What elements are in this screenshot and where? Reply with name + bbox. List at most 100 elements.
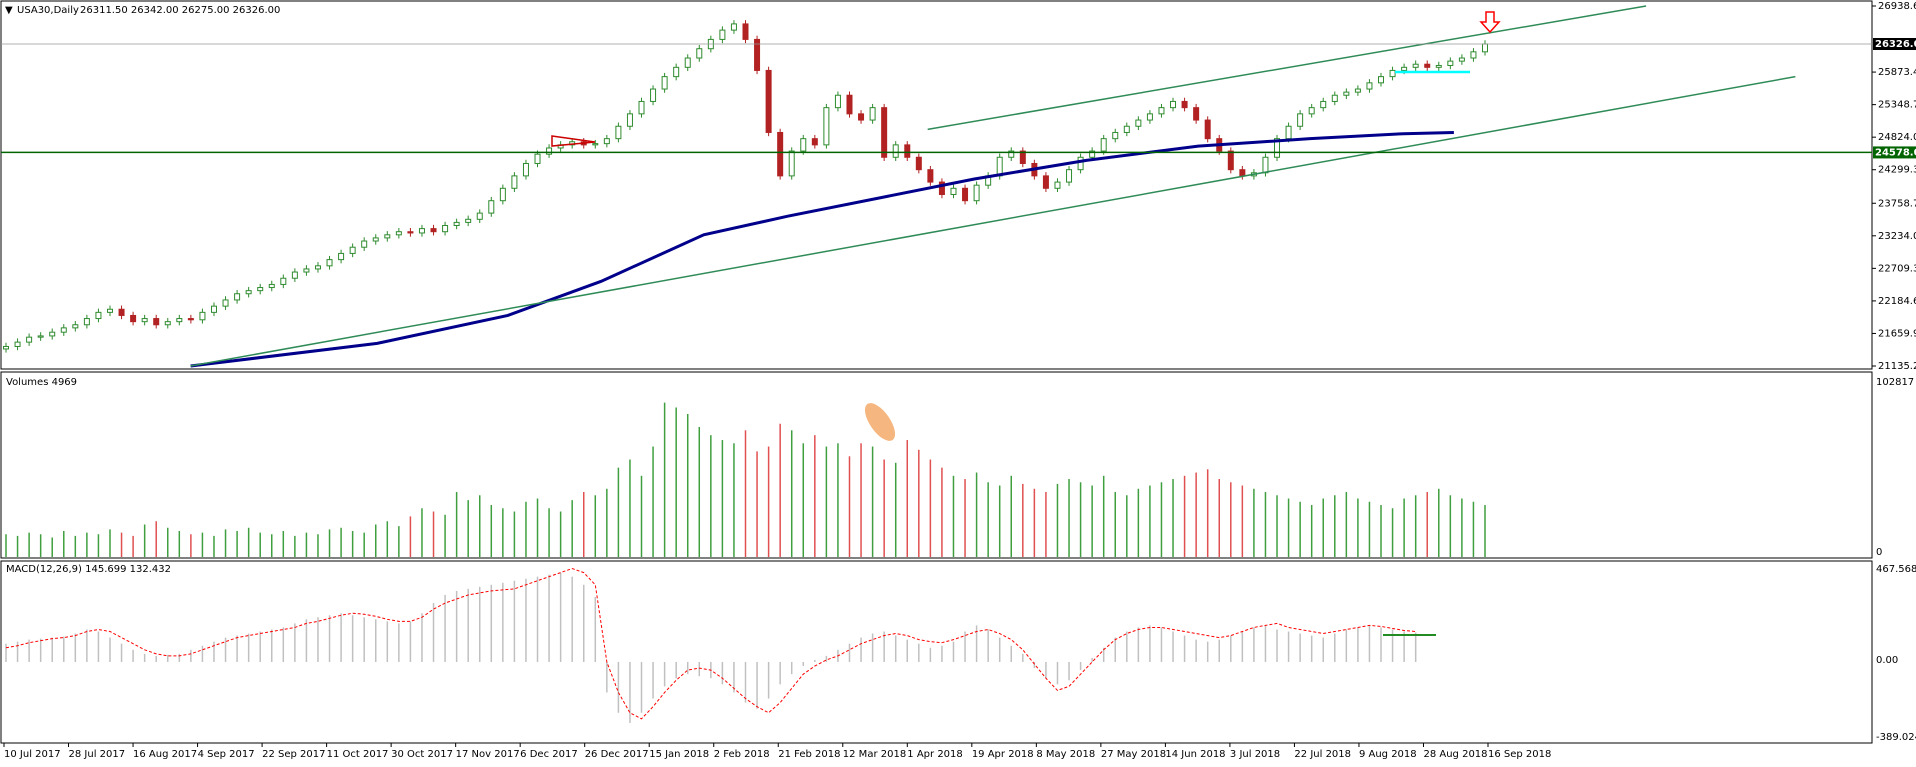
candle-body [592, 143, 599, 146]
candle-body [268, 283, 275, 289]
candle-body [488, 200, 495, 214]
candle-body [1366, 82, 1373, 90]
volume-axis-min: 0 [1876, 547, 1882, 558]
candle-body [823, 107, 830, 146]
price-tick-label: 21659.90 [1878, 328, 1916, 339]
candle-body [800, 138, 807, 152]
candle-body [141, 318, 148, 323]
date-tick-label: 22 Jul 2018 [1294, 749, 1351, 760]
ohlc-label: 26311.50 26342.00 26275.00 26326.00 [80, 5, 280, 16]
candle-body [1262, 156, 1269, 174]
date-tick-label: 16 Aug 2017 [133, 749, 197, 760]
candle-body [534, 153, 541, 164]
channel-lower-line[interactable] [190, 75, 1796, 367]
symbol-dropdown-icon[interactable]: ▼ [5, 5, 13, 16]
date-tick-label: 28 Jul 2017 [69, 749, 126, 760]
candle-body [788, 150, 795, 177]
candle-body [1447, 60, 1454, 66]
candle-body [49, 331, 56, 337]
price-tick-label: 24299.30 [1878, 165, 1916, 176]
candle-body [1054, 181, 1061, 189]
date-tick-label: 2 Feb 2018 [714, 749, 770, 760]
candle-body [1146, 113, 1153, 121]
down-arrow-icon [1479, 11, 1501, 34]
candle-body [1401, 66, 1408, 71]
candle-body [1470, 51, 1477, 59]
candle-body [164, 321, 171, 326]
candle-body [3, 345, 9, 350]
price-tick-label: 22184.60 [1878, 296, 1916, 307]
candle-body [846, 94, 853, 115]
candle-body [904, 144, 911, 158]
candle-body [754, 38, 761, 71]
candle-body [395, 231, 402, 236]
candle-body [1297, 113, 1304, 127]
candle-body [1389, 69, 1396, 78]
macd-panel-label: MACD(12,26,9) 145.699 132.432 [6, 564, 171, 575]
date-tick-label: 6 Dec 2017 [520, 749, 578, 760]
candle-body [1100, 138, 1107, 152]
candle-body [361, 240, 368, 248]
candle-body [858, 113, 865, 121]
candle-body [257, 287, 264, 292]
date-tick-label: 14 Jun 2018 [1165, 749, 1225, 760]
price-tick-label: 22709.30 [1878, 263, 1916, 274]
candle-body [742, 23, 749, 40]
candle-body [777, 131, 784, 177]
candle-body [465, 218, 472, 223]
candle-body [1181, 100, 1188, 109]
candle-body [499, 187, 506, 202]
candle-body [1435, 64, 1442, 68]
candle-body [696, 48, 703, 59]
price-panel-frame [0, 0, 1873, 370]
candle-body [199, 311, 206, 321]
candle-body [130, 314, 137, 323]
candle-body [176, 318, 183, 323]
candle-body [892, 144, 899, 158]
candle-body [60, 327, 67, 333]
date-tick-label: 27 May 2018 [1101, 749, 1166, 760]
candle-body [1458, 57, 1465, 62]
candle-body [106, 308, 113, 313]
triangle-annotation[interactable] [551, 135, 596, 147]
candle-body [719, 29, 726, 40]
candle-body [442, 225, 449, 233]
date-tick-label: 17 Nov 2017 [456, 749, 520, 760]
candle-body [1135, 119, 1142, 127]
candle-body [522, 162, 529, 177]
volume-panel-label: Volumes 4969 [6, 377, 77, 388]
candle-body [210, 305, 217, 313]
last-price-tag [1873, 38, 1916, 51]
candle-body [1285, 125, 1292, 140]
candle-body [765, 69, 772, 133]
macd-axis-min: -389.024 [1876, 732, 1916, 743]
candle-body [973, 184, 980, 202]
candle-body [869, 107, 876, 121]
date-tick-label: 10 Jul 2017 [4, 749, 61, 760]
candle-body [349, 246, 356, 254]
candle-body [384, 234, 391, 239]
date-tick-label: 16 Sep 2018 [1488, 749, 1551, 760]
candle-body [453, 221, 460, 227]
price-tick-label: 24824.00 [1878, 132, 1916, 143]
date-tick-label: 4 Sep 2017 [198, 749, 255, 760]
candle-body [280, 277, 287, 285]
volume-panel-frame [0, 371, 1873, 559]
candle-body [1112, 131, 1119, 140]
candle-body [915, 156, 922, 171]
candle-body [546, 147, 553, 155]
candle-body [291, 271, 298, 279]
candle-body [927, 169, 934, 183]
candle-body [153, 318, 160, 326]
channel-upper-line[interactable] [927, 5, 1647, 131]
moving-average-line [190, 130, 1454, 368]
candle-body [638, 100, 645, 115]
candle-body [1158, 107, 1165, 115]
candle-body [834, 94, 841, 109]
macd-panel-frame [0, 560, 1873, 744]
candle-body [1204, 119, 1211, 140]
candle-body [407, 231, 414, 234]
last-price-label: 26326.00 [1875, 39, 1916, 50]
candle-body [938, 181, 945, 195]
candle-body [1227, 150, 1234, 171]
